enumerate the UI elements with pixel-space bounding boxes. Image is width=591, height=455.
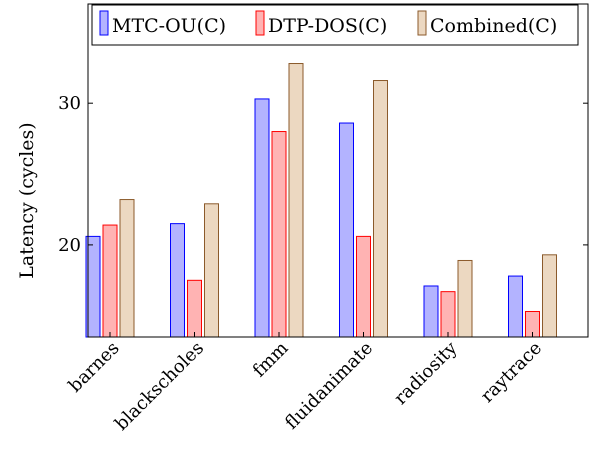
bar-combined-c--raytrace — [542, 254, 557, 338]
x-tick-label-fluidanimate: fluidanimate — [281, 338, 377, 434]
y-tick-label: 30 — [58, 93, 81, 114]
x-tick-label-barnes: barnes — [65, 338, 124, 397]
bar-dtp-dos-c--fluidanimate — [356, 235, 371, 338]
legend-swatch-mtc-ou-c — [99, 10, 109, 36]
legend-label-combined-c: Combined(C) — [430, 15, 557, 37]
bar-combined-c--fluidanimate — [373, 80, 388, 338]
legend-label-mtc-ou-c: MTC-OU(C) — [112, 15, 226, 37]
bar-dtp-dos-c--blackscholes — [187, 279, 202, 338]
bar-combined-c--barnes — [119, 199, 135, 338]
bar-mtc-ou-c--fluidanimate — [339, 122, 354, 338]
bar-dtp-dos-c--fmm — [271, 131, 287, 338]
bar-combined-c--radiosity — [457, 259, 473, 338]
bar-mtc-ou-c--radiosity — [423, 285, 439, 338]
bar-combined-c--blackscholes — [204, 203, 219, 338]
bar-combined-c--fmm — [288, 63, 304, 338]
legend-swatch-dtp-dos-c — [255, 10, 265, 36]
x-tick-label-raytrace: raytrace — [477, 338, 546, 407]
bars-layer — [85, 63, 557, 338]
legend-swatch-combined-c — [417, 10, 427, 36]
legend-box — [91, 4, 579, 46]
x-tick-label-radiosity: radiosity — [390, 337, 462, 409]
bar-dtp-dos-c--barnes — [102, 224, 118, 338]
bar-mtc-ou-c--fmm — [254, 98, 270, 338]
x-tick-label-fmm: fmm — [249, 338, 293, 382]
legend: MTC-OU(C) DTP-DOS(C) Combined(C) — [91, 4, 579, 46]
y-tick-label: 20 — [58, 235, 81, 256]
plot-frame — [87, 3, 589, 338]
bar-mtc-ou-c--raytrace — [508, 275, 523, 338]
y-axis-title: Latency (cycles) — [16, 122, 38, 278]
bar-dtp-dos-c--radiosity — [440, 291, 456, 338]
bar-mtc-ou-c--blackscholes — [170, 223, 185, 338]
legend-label-dtp-dos-c: DTP-DOS(C) — [268, 15, 387, 37]
x-tick-label-blackscholes: blackscholes — [111, 338, 208, 435]
